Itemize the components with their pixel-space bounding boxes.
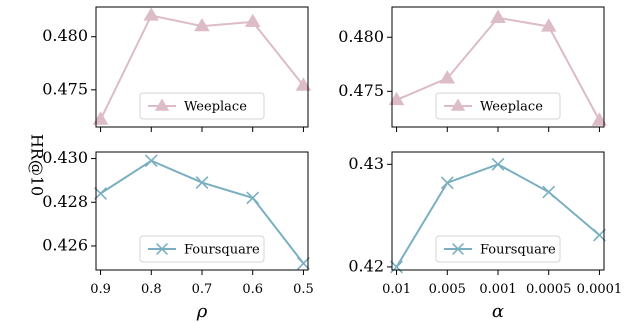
data-point bbox=[491, 157, 505, 171]
data-point bbox=[246, 191, 260, 205]
data-point bbox=[92, 111, 109, 125]
y-tick-label: 0.430 bbox=[42, 148, 88, 167]
data-point bbox=[195, 176, 209, 190]
legend-marker bbox=[156, 243, 168, 255]
x-tick-label: 0.9 bbox=[90, 282, 111, 297]
y-tick-label: 0.428 bbox=[42, 192, 88, 211]
y-tick-label: 0.480 bbox=[338, 27, 384, 46]
data-point bbox=[439, 70, 456, 84]
chart-panel-bottom-left: 0.426 0.428 0.430 0.9 0.8 0.7 0.6 0.5 ρ Foursquar… bbox=[42, 148, 314, 322]
x-tick-label: 0.001 bbox=[479, 282, 516, 297]
data-point bbox=[593, 228, 606, 242]
legend-entry: Foursquare bbox=[480, 243, 556, 258]
x-tick-label: 0.7 bbox=[192, 282, 213, 297]
y-axis-label: HR@10 bbox=[28, 134, 47, 196]
data-point bbox=[94, 187, 107, 200]
legend: Foursquare bbox=[139, 235, 265, 263]
data-point bbox=[295, 77, 312, 91]
x-axis-label: α bbox=[492, 301, 504, 322]
data-point bbox=[540, 18, 557, 32]
legend: Weeplace bbox=[435, 92, 561, 120]
y-tick-label: 0.475 bbox=[42, 79, 88, 98]
data-point bbox=[390, 260, 403, 274]
legend-box bbox=[435, 235, 561, 263]
data-point bbox=[244, 13, 261, 28]
data-point bbox=[143, 7, 160, 21]
x-tick-label: 0.8 bbox=[141, 282, 162, 297]
legend-entry: Foursquare bbox=[184, 243, 260, 258]
x-axis-label: ρ bbox=[196, 301, 208, 322]
chart-panel-bottom-right: 0.42 0.43 0.01 0.005 0.001 0.0005 0.0001 α Fours… bbox=[348, 151, 623, 322]
x-tick-label: 0.6 bbox=[242, 282, 263, 297]
plot-frame bbox=[391, 151, 605, 271]
data-point bbox=[542, 185, 556, 199]
legend-marker bbox=[452, 243, 464, 255]
data-point bbox=[388, 91, 405, 106]
legend-box bbox=[435, 92, 561, 120]
legend-box bbox=[139, 235, 265, 263]
x-tick-label: 0.5 bbox=[293, 282, 314, 297]
data-point bbox=[591, 112, 608, 126]
x-tick-label: 0.0005 bbox=[526, 282, 572, 297]
plot-frame bbox=[391, 6, 605, 128]
y-tick-label: 0.42 bbox=[348, 256, 384, 275]
data-point bbox=[194, 17, 210, 32]
legend: Foursquare bbox=[435, 235, 561, 263]
y-tick-label: 0.475 bbox=[338, 81, 384, 100]
plot-frame bbox=[95, 151, 309, 271]
y-tick-label: 0.426 bbox=[42, 235, 88, 254]
chart-panel-top-left: 0.475 0.480 Weeplace bbox=[42, 6, 312, 132]
legend-entry: Weeplace bbox=[480, 100, 543, 115]
data-point bbox=[490, 9, 506, 23]
x-tick-label: 0.005 bbox=[429, 282, 466, 297]
y-tick-label: 0.43 bbox=[348, 154, 384, 173]
data-point bbox=[144, 154, 158, 168]
legend: Weeplace bbox=[139, 92, 265, 120]
y-tick-label: 0.480 bbox=[42, 26, 88, 45]
legend-marker bbox=[154, 98, 170, 111]
data-point bbox=[440, 176, 454, 190]
plot-frame bbox=[95, 6, 309, 128]
legend-entry: Weeplace bbox=[184, 100, 247, 115]
data-point bbox=[297, 257, 310, 270]
chart-panel-top-right: 0.475 0.480 Weeplace bbox=[338, 6, 608, 132]
legend-marker bbox=[450, 98, 466, 111]
x-tick-label: 0.0001 bbox=[577, 282, 623, 297]
legend-box bbox=[139, 92, 265, 120]
x-tick-label: 0.01 bbox=[382, 282, 411, 297]
